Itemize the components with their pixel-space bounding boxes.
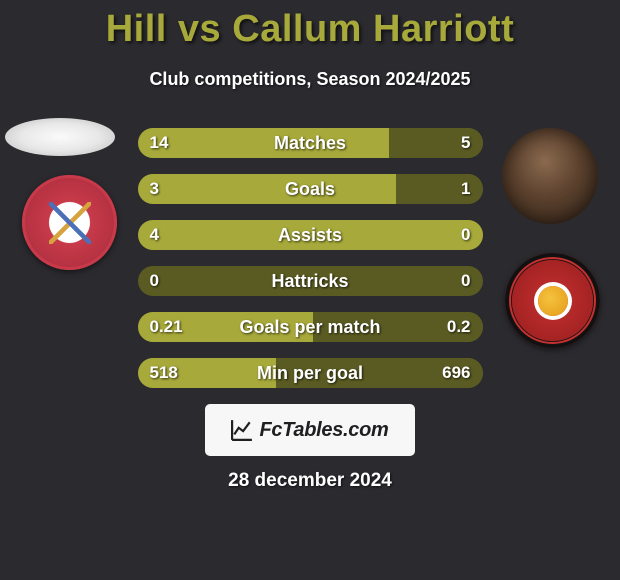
stat-row: 00Hattricks [138,266,483,296]
stat-label: Min per goal [138,358,483,388]
site-logo-text: FcTables.com [259,419,388,442]
stat-label: Assists [138,220,483,250]
player1-club-badge [22,175,117,270]
player2-photo [502,128,598,224]
stat-row: 31Goals [138,174,483,204]
title-player1: Hill [106,8,167,50]
stat-label: Goals per match [138,312,483,342]
date-text: 28 december 2024 [0,470,620,492]
title-vs: vs [178,8,221,50]
stat-label: Hattricks [138,266,483,296]
comparison-bars: 145Matches 31Goals 40Assists 00Hattricks 0.2… [138,128,483,388]
subtitle: Club competitions, Season 2024/2025 [0,69,620,90]
stat-row: 518696Min per goal [138,358,483,388]
page-title: Hill vs Callum Harriott [0,0,620,51]
stat-row: 0.210.2Goals per match [138,312,483,342]
stat-row: 145Matches [138,128,483,158]
player1-photo [5,118,115,156]
title-player2: Callum Harriott [232,8,514,50]
site-logo: FcTables.com [205,404,415,456]
stat-label: Matches [138,128,483,158]
chart-icon [231,419,253,441]
stat-row: 40Assists [138,220,483,250]
stat-label: Goals [138,174,483,204]
player2-club-badge [505,253,600,348]
